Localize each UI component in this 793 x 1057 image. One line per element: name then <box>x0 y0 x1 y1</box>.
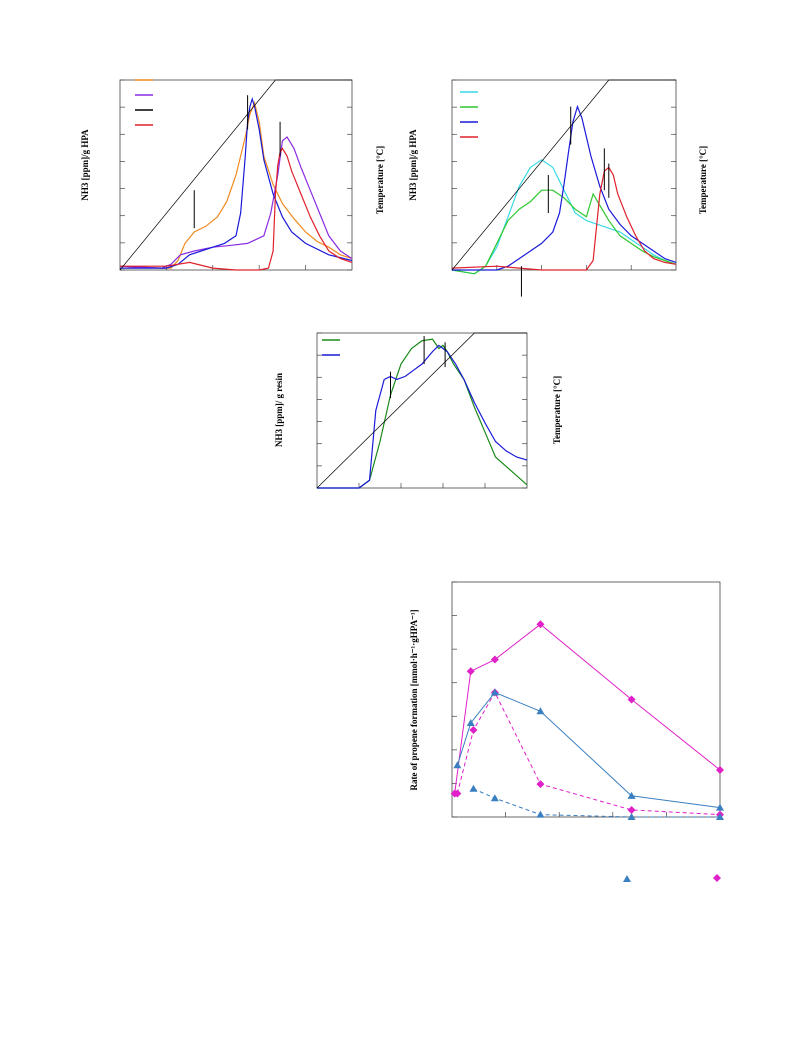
series-line-3 <box>451 166 677 271</box>
series-line-0 <box>317 338 528 489</box>
data-point-diamond <box>466 667 475 676</box>
temperature-ramp-line <box>316 332 527 489</box>
data-point-triangle <box>490 688 499 696</box>
plot-frame <box>451 79 677 271</box>
chart-panel-top-right: NH3 [ppm]/g HPA Temperature [°C] <box>408 79 708 297</box>
plot-frame <box>451 581 721 818</box>
y-axis-label-left: NH3 [ppm]/ g resin <box>274 373 284 447</box>
data-point-diamond <box>536 620 545 629</box>
series-line-1 <box>456 691 721 816</box>
data-point-triangle <box>490 794 499 802</box>
series-line-0 <box>454 623 721 794</box>
chart-panel-top-left: NH3 [ppm]/g HPA Temperature [°C] <box>80 79 385 271</box>
data-point-triangle <box>716 803 724 811</box>
y-axis-label-right: Temperature [°C] <box>698 146 708 214</box>
data-point-triangle <box>716 813 724 820</box>
y-axis-label-left: Rate of propene formation [mmol·h⁻¹·gHPA… <box>409 609 419 790</box>
series-line-2 <box>456 691 721 809</box>
legend-marker-triangle <box>623 875 631 882</box>
series-line-1 <box>317 344 528 489</box>
chart-panel-middle: NH3 [ppm]/ g resin Temperature [°C] <box>274 332 562 489</box>
y-axis-label-right: Temperature [°C] <box>552 376 562 444</box>
temperature-ramp-line <box>119 79 352 271</box>
data-point-diamond <box>627 805 636 814</box>
data-point-triangle <box>536 810 545 818</box>
data-point-diamond <box>469 726 478 735</box>
data-point-diamond <box>716 766 724 774</box>
data-point-triangle <box>536 707 545 715</box>
data-point-triangle <box>469 784 478 792</box>
data-point-diamond <box>490 655 499 664</box>
y-axis-label-left: NH3 [ppm]/g HPA <box>80 129 90 201</box>
y-axis-label-left: NH3 [ppm]/g HPA <box>408 129 418 201</box>
data-point-diamond <box>453 789 462 798</box>
series-line-0 <box>451 159 677 275</box>
series-line-1 <box>119 136 353 269</box>
series-line-2 <box>452 104 677 271</box>
data-point-diamond <box>627 695 636 704</box>
data-point-triangle <box>466 719 475 726</box>
y-axis-label-right: Temperature [°C] <box>375 146 385 214</box>
data-point-triangle <box>627 791 636 799</box>
series-line-0 <box>119 100 353 269</box>
temperature-ramp-line <box>451 79 676 271</box>
series-line-2 <box>120 96 353 269</box>
legend-marker-diamond <box>713 874 721 882</box>
data-point-triangle <box>627 813 636 820</box>
data-point-diamond <box>536 780 545 789</box>
plot-frame <box>316 332 528 489</box>
series-line-3 <box>120 147 353 271</box>
data-point-triangle <box>453 761 462 769</box>
chart-panel-bottom: Rate of propene formation [mmol·h⁻¹·gHPA… <box>409 581 724 882</box>
series-line-1 <box>451 189 677 275</box>
